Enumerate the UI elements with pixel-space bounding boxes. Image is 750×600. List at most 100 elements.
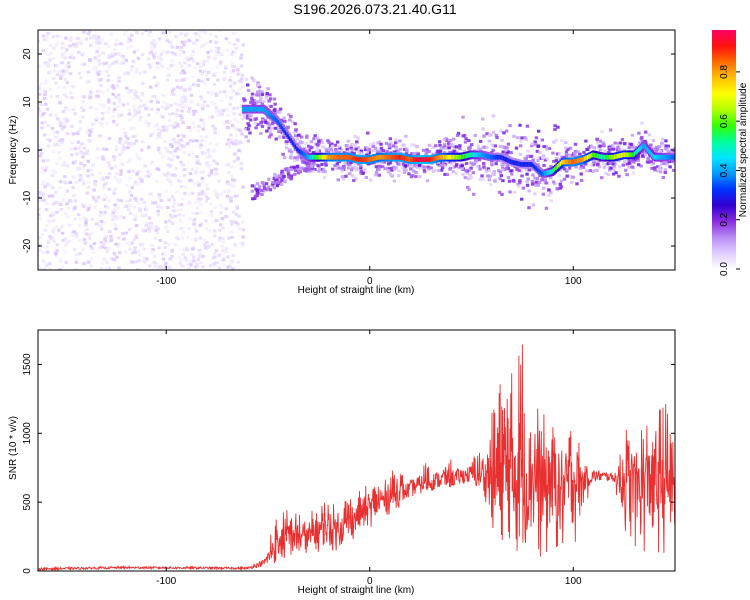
spectrogram-cell	[129, 127, 133, 131]
spectrogram-cell	[186, 58, 191, 62]
spectrogram-cell	[128, 243, 132, 247]
spectrogram-cell	[260, 189, 264, 193]
spectrogram-cell	[117, 76, 121, 80]
spectrogram-cell	[481, 146, 485, 150]
spectrogram-cell	[651, 139, 656, 143]
spectrogram-cell	[64, 243, 68, 247]
spectrogram-cell	[199, 197, 203, 201]
spectrogram-cell	[267, 126, 271, 130]
spectrogram-cell	[414, 175, 418, 179]
spectrogram-cell	[376, 163, 380, 167]
spectrogram-cell	[233, 242, 237, 246]
spectrogram-cell	[55, 210, 59, 214]
spectrogram-cell	[129, 33, 134, 37]
spectrogram-cell	[500, 163, 504, 167]
spectrogram-cell	[206, 91, 210, 95]
spectrogram-cell	[108, 53, 112, 57]
spectrogram-cell	[199, 97, 204, 101]
spectrogram-cell	[173, 214, 178, 218]
spectrogram-cell	[187, 64, 192, 68]
spectrogram-cell	[71, 56, 76, 60]
spectrogram-cell	[114, 61, 119, 65]
spectrogram-cell	[614, 171, 618, 175]
spectrogram-cell	[255, 182, 260, 186]
spectrogram-cell	[232, 43, 237, 47]
spectrogram-cell	[167, 198, 171, 202]
spectrogram-cell	[133, 113, 138, 117]
spectrogram-cell	[102, 183, 106, 187]
spectrogram-cell	[126, 40, 130, 44]
spectrogram-cell	[264, 188, 269, 192]
spectrogram-cell	[97, 195, 101, 199]
spectrogram-cell	[252, 99, 256, 103]
spectrogram-cell	[598, 148, 603, 152]
spectrogram-cell	[187, 227, 191, 231]
spectrogram-cell	[236, 68, 240, 72]
spectrogram-cell	[115, 255, 119, 259]
spectrogram-cell	[595, 137, 599, 141]
spectrogram-cell	[86, 208, 90, 212]
spectrogram-cell	[169, 215, 174, 219]
spectrogram-cell	[112, 121, 116, 125]
spectrogram-cell	[199, 203, 203, 207]
spectrogram-cell	[63, 175, 67, 179]
spectrogram-cell	[206, 148, 210, 152]
spectrogram-cell	[534, 183, 538, 187]
spectrogram-cell	[525, 180, 529, 184]
spectrogram-cell	[150, 243, 154, 247]
spectrogram-cell	[232, 112, 236, 116]
spectrogram-cell	[673, 147, 675, 151]
spectrogram-cell	[57, 120, 61, 124]
spectrogram-cell	[273, 102, 277, 106]
spectrogram-cell	[112, 155, 116, 159]
spectrogram-cell	[672, 161, 675, 165]
spectrogram-cell	[68, 108, 72, 112]
spectrogram-cell	[149, 100, 154, 104]
spectrogram-cell	[178, 53, 182, 57]
spectrogram-cell	[124, 134, 128, 138]
spectrogram-cell	[224, 207, 229, 211]
spectrogram-cell	[67, 65, 71, 69]
spectrogram-cell	[277, 130, 281, 134]
spectrogram-cell	[144, 174, 148, 178]
spectrogram-cell	[611, 172, 616, 176]
spectrogram-cell	[394, 166, 398, 170]
spectrogram-cell	[54, 81, 58, 85]
spectrogram-cell	[38, 264, 41, 268]
spectrogram-cell	[39, 82, 44, 86]
spectrogram-cell	[220, 237, 225, 241]
spectrogram-cell	[361, 171, 366, 175]
spectrogram-xlabel: Height of straight line (km)	[298, 285, 415, 296]
spectrogram-cell	[180, 133, 184, 137]
spectrogram-cell	[68, 44, 72, 48]
spectrogram-cell	[527, 189, 531, 193]
spectrogram-cell	[193, 226, 197, 230]
spectrogram-cell	[470, 163, 475, 167]
spectrogram-cell	[227, 182, 232, 186]
spectrogram-cell	[457, 166, 461, 170]
spectrogram-cell	[78, 120, 83, 124]
spectrogram-cell	[82, 63, 86, 67]
spectrogram-cell	[180, 109, 184, 113]
spectrogram-cell	[150, 107, 154, 111]
spectrogram-cell	[65, 189, 70, 193]
spectrogram-cell	[88, 236, 92, 240]
spectrogram-cell	[405, 149, 409, 153]
spectrogram-cell	[129, 44, 133, 48]
spectrogram-cell	[282, 174, 286, 178]
spectrogram-cell	[660, 141, 664, 145]
spectrogram-cell	[53, 69, 57, 73]
spectrogram-cell	[72, 194, 76, 198]
spectrogram-cell	[148, 172, 152, 176]
spectrogram-cell	[45, 34, 49, 38]
spectrogram-cell	[73, 160, 78, 164]
spectrogram-cell	[63, 51, 68, 55]
spectrogram-cell	[154, 228, 158, 232]
spectrogram-cell	[611, 147, 615, 151]
spectrogram-cell	[69, 38, 73, 42]
spectrogram-cell	[45, 78, 49, 82]
spectrogram-cell	[295, 158, 299, 162]
spectrogram-cell	[164, 129, 168, 133]
spectrogram-cell	[60, 68, 65, 72]
spectrogram-cell	[128, 38, 133, 42]
